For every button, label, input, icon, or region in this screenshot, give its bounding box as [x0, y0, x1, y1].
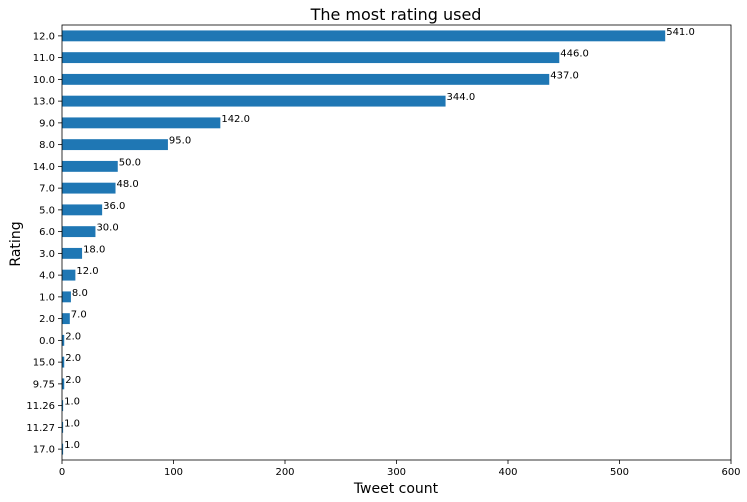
y-tick-label-1.0: 1.0 — [39, 292, 55, 303]
y-tick-label-0.0: 0.0 — [39, 336, 55, 347]
value-label-17.0: 1.0 — [64, 440, 80, 451]
bar-6.0 — [62, 226, 96, 238]
value-label-14.0: 50.0 — [119, 157, 141, 168]
bar-9.0 — [62, 117, 221, 129]
bar-14.0 — [62, 160, 118, 172]
value-label-3.0: 18.0 — [83, 244, 105, 255]
x-tick-label-500: 500 — [610, 467, 629, 478]
y-tick-label-2.0: 2.0 — [39, 314, 55, 325]
x-tick-label-300: 300 — [387, 467, 406, 478]
bar-17.0 — [62, 443, 64, 455]
y-axis-title: Rating — [8, 221, 24, 266]
value-label-12.0: 541.0 — [666, 27, 695, 38]
bar-13.0 — [62, 95, 446, 107]
value-label-11.27: 1.0 — [64, 418, 80, 429]
x-tick-label-200: 200 — [275, 467, 294, 478]
y-tick-label-13.0: 13.0 — [33, 97, 55, 108]
x-tick-label-600: 600 — [721, 467, 740, 478]
value-label-4.0: 12.0 — [76, 266, 98, 277]
bar-2.0 — [62, 313, 70, 325]
y-tick-label-11.27: 11.27 — [26, 423, 55, 434]
y-tick-label-10.0: 10.0 — [33, 75, 55, 86]
y-tick-label-11.0: 11.0 — [33, 53, 55, 64]
y-tick-label-12.0: 12.0 — [33, 31, 55, 42]
value-label-5.0: 36.0 — [103, 201, 125, 212]
value-label-0.0: 2.0 — [65, 331, 81, 342]
y-tick-label-8.0: 8.0 — [39, 140, 55, 151]
bar-5.0 — [62, 204, 103, 216]
x-axis-ticks: 0 100 200 300 400 500 600 — [59, 460, 741, 478]
bar-9.75 — [62, 378, 65, 390]
bar-15.0 — [62, 356, 65, 368]
bar-11.27 — [62, 421, 64, 433]
y-tick-label-6.0: 6.0 — [39, 227, 55, 238]
value-label-10.0: 437.0 — [550, 70, 579, 81]
bar-0.0 — [62, 334, 65, 346]
y-tick-label-9.75: 9.75 — [33, 379, 55, 390]
value-label-9.75: 2.0 — [65, 375, 81, 386]
bar-11.26 — [62, 400, 64, 412]
bar-1.0 — [62, 291, 71, 303]
value-label-2.0: 7.0 — [71, 310, 87, 321]
y-tick-label-14.0: 14.0 — [33, 162, 55, 173]
x-tick-label-100: 100 — [164, 467, 183, 478]
value-label-6.0: 30.0 — [96, 223, 118, 234]
value-label-9.0: 142.0 — [221, 114, 250, 125]
x-tick-label-0: 0 — [59, 467, 65, 478]
y-tick-label-9.0: 9.0 — [39, 118, 55, 129]
value-label-13.0: 344.0 — [447, 92, 476, 103]
y-tick-label-11.26: 11.26 — [26, 401, 55, 412]
y-tick-label-3.0: 3.0 — [39, 249, 55, 260]
y-axis-ticks: 12.0 11.0 10.0 13.0 9.0 8.0 14.0 7.0 5.0 6.0 3.0 4.… — [26, 31, 62, 456]
x-axis-title: Tweet count — [353, 481, 439, 497]
y-tick-label-17.0: 17.0 — [33, 445, 55, 456]
bars-group — [62, 30, 666, 455]
plot-frame — [61, 24, 732, 461]
value-label-1.0: 8.0 — [72, 288, 88, 299]
y-tick-label-15.0: 15.0 — [33, 358, 55, 369]
bar-4.0 — [62, 269, 76, 281]
y-tick-label-7.0: 7.0 — [39, 184, 55, 195]
bar-12.0 — [62, 30, 666, 42]
value-label-11.0: 446.0 — [560, 49, 589, 60]
y-tick-label-5.0: 5.0 — [39, 205, 55, 216]
value-label-11.26: 1.0 — [64, 397, 80, 408]
bar-10.0 — [62, 73, 550, 85]
y-tick-label-4.0: 4.0 — [39, 271, 55, 282]
chart-title: The most rating used — [310, 5, 482, 24]
value-label-8.0: 95.0 — [169, 136, 191, 147]
value-labels-group: 541.0 446.0 437.0 344.0 142.0 95.0 50.0 48.0 36.… — [64, 27, 695, 451]
bar-3.0 — [62, 247, 83, 259]
value-label-7.0: 48.0 — [117, 179, 139, 190]
value-label-15.0: 2.0 — [65, 353, 81, 364]
bar-8.0 — [62, 139, 168, 151]
bar-11.0 — [62, 52, 560, 64]
bar-7.0 — [62, 182, 116, 194]
x-tick-label-400: 400 — [498, 467, 517, 478]
